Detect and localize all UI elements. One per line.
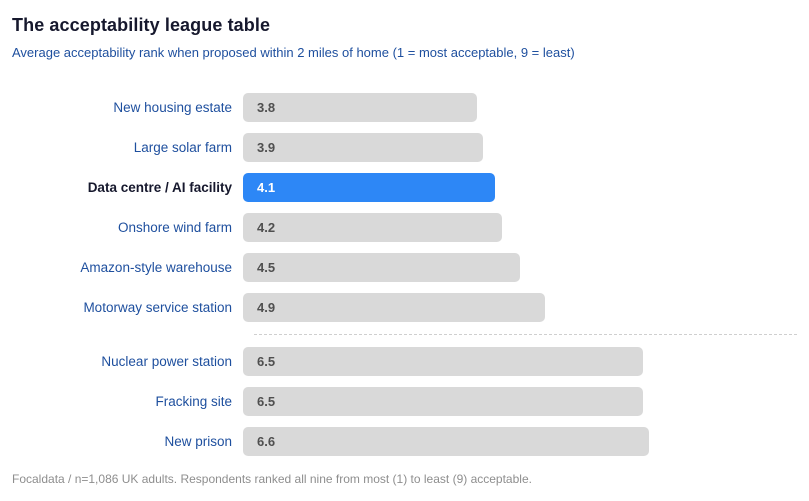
- bar-row-label: Data centre / AI facility: [87, 179, 232, 195]
- bar-row-label: New housing estate: [113, 99, 232, 115]
- source-note: Focaldata / n=1,086 UK adults. Responden…: [12, 472, 532, 486]
- bar: 4.2: [243, 212, 502, 242]
- bar-value-label: 6.5: [257, 393, 276, 409]
- bar-track: 6.6: [243, 426, 797, 456]
- bar-track: 3.8: [243, 92, 797, 122]
- bar: 6.5: [243, 386, 644, 416]
- bar-row: New housing estate 3.8: [0, 87, 809, 127]
- bar-value-label: 4.9: [257, 299, 276, 315]
- bar-row: Data centre / AI facility 4.1: [0, 167, 809, 207]
- bar-row-label: New prison: [164, 433, 232, 449]
- bar-row-label: Large solar farm: [133, 139, 232, 155]
- bar-track: 6.5: [243, 386, 797, 416]
- bar-row-label: Fracking site: [155, 393, 232, 409]
- bar-row: Fracking site 6.5: [0, 381, 809, 421]
- chart-header: The acceptability league table Average a…: [0, 0, 809, 61]
- bar-value-label: 6.6: [257, 433, 276, 449]
- bar-value-label: 3.8: [257, 99, 276, 115]
- bar-row: New prison 6.6: [0, 421, 809, 461]
- bar-track: 6.5: [243, 346, 797, 376]
- bar-track: 4.1: [243, 172, 797, 202]
- chart-subtitle: Average acceptability rank when proposed…: [12, 45, 575, 60]
- bar-track: 4.5: [243, 252, 797, 282]
- bar-chart: New housing estate 3.8 Large solar farm …: [0, 87, 809, 461]
- bar-value-label: 6.5: [257, 353, 276, 369]
- bar-row: Motorway service station 4.9: [0, 287, 809, 327]
- bar-value-label: 4.5: [257, 259, 276, 275]
- bar-value-label: 4.1: [257, 179, 276, 195]
- bar-row-label: Motorway service station: [83, 299, 232, 315]
- bar: 6.6: [243, 426, 650, 456]
- bar: 3.8: [243, 92, 477, 122]
- page-title: The acceptability league table: [12, 15, 271, 35]
- bar-row-label: Amazon-style warehouse: [80, 259, 232, 275]
- bar: 3.9: [243, 132, 484, 162]
- bar: 4.1: [243, 172, 496, 202]
- bar: 6.5: [243, 346, 644, 376]
- bar-value-label: 4.2: [257, 219, 276, 235]
- bar-track: 4.2: [243, 212, 797, 242]
- bar: 4.9: [243, 292, 545, 322]
- bar-value-label: 3.9: [257, 139, 276, 155]
- bar-track: 3.9: [243, 132, 797, 162]
- bar-row-label: Onshore wind farm: [117, 219, 232, 235]
- separator-row: [0, 327, 809, 341]
- bar-row-label: Nuclear power station: [101, 353, 232, 369]
- bar-row: Amazon-style warehouse 4.5: [0, 247, 809, 287]
- bar: 4.5: [243, 252, 520, 282]
- bar-row: Onshore wind farm 4.2: [0, 207, 809, 247]
- bar-row: Nuclear power station 6.5: [0, 341, 809, 381]
- bar-row: Large solar farm 3.9: [0, 127, 809, 167]
- dashed-separator-line: [254, 333, 797, 335]
- bar-track: 4.9: [243, 292, 797, 322]
